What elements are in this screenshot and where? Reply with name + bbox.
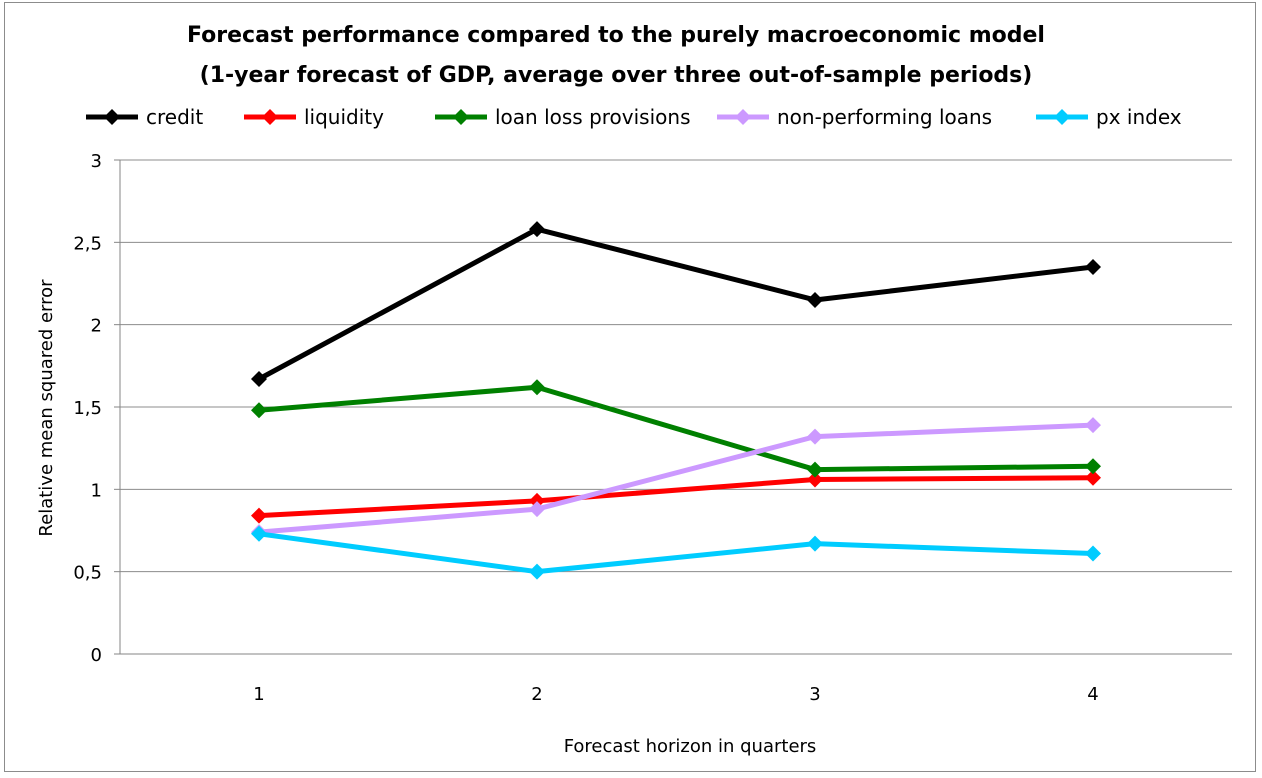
data-point xyxy=(1085,259,1101,276)
y-axis-title: Relative mean squared error xyxy=(36,279,57,537)
chart-frame xyxy=(4,2,1256,772)
legend-marker xyxy=(104,109,120,125)
y-tick-label: 0,5 xyxy=(73,563,102,584)
data-point xyxy=(529,379,545,396)
y-tick-label: 1,5 xyxy=(73,398,102,419)
legend-label: credit xyxy=(146,105,203,129)
legend-item: loan loss provisions xyxy=(435,105,691,129)
legend-marker xyxy=(735,109,751,125)
legend-item: px index xyxy=(1036,105,1182,129)
data-point xyxy=(251,507,267,524)
series-line xyxy=(258,422,1094,535)
data-point xyxy=(251,402,267,419)
data-point xyxy=(807,428,823,445)
series-layer xyxy=(251,221,1101,580)
series-loan-loss-provisions xyxy=(251,379,1101,478)
data-point xyxy=(807,535,823,552)
legend-item: liquidity xyxy=(244,105,384,129)
legend-marker xyxy=(1054,109,1070,125)
series-line xyxy=(258,475,1094,519)
series-line xyxy=(258,384,1094,473)
x-axis-ticks: 1 2 3 4 xyxy=(253,684,1098,705)
data-point xyxy=(1085,545,1101,562)
data-point xyxy=(529,221,545,238)
legend-label: liquidity xyxy=(304,105,384,129)
legend-marker xyxy=(453,109,469,125)
data-point xyxy=(529,492,545,509)
data-point xyxy=(529,563,545,580)
y-tick-label: 3 xyxy=(91,151,102,172)
chart-title: Forecast performance compared to the pur… xyxy=(187,23,1045,48)
legend-item: credit xyxy=(86,105,203,129)
chart-subtitle: (1-year forecast of GDP, average over th… xyxy=(200,63,1033,88)
x-axis-title: Forecast horizon in quarters xyxy=(564,736,817,757)
legend-marker xyxy=(262,109,278,125)
legend-item: non-performing loans xyxy=(717,105,992,129)
data-point xyxy=(1085,469,1101,486)
x-tick-label: 4 xyxy=(1087,684,1098,705)
series-line xyxy=(258,531,1094,575)
series-credit xyxy=(251,221,1101,388)
x-tick-label: 2 xyxy=(531,684,542,705)
x-tick-label: 3 xyxy=(809,684,820,705)
data-point xyxy=(529,501,545,518)
data-point xyxy=(807,291,823,308)
y-tick-label: 2 xyxy=(91,316,102,337)
data-point xyxy=(807,461,823,478)
data-point xyxy=(1085,458,1101,475)
data-point xyxy=(807,471,823,488)
data-point xyxy=(251,525,267,542)
data-point xyxy=(251,371,267,388)
legend-label: non-performing loans xyxy=(777,105,992,129)
series-liquidity xyxy=(251,469,1101,524)
y-axis-ticks: 0 0,5 1 1,5 2 2,5 3 xyxy=(73,151,102,666)
series-line xyxy=(257,226,1094,382)
series-non-performing-loans xyxy=(251,417,1101,541)
series-px-index xyxy=(251,525,1101,580)
y-tick-label: 0 xyxy=(91,645,102,666)
x-tick-label: 1 xyxy=(253,684,264,705)
y-tick-label: 2,5 xyxy=(73,233,102,254)
legend-label: loan loss provisions xyxy=(495,105,691,129)
y-tick-label: 1 xyxy=(91,480,102,501)
legend: credit liquidity loan loss provisions non-p… xyxy=(86,105,1182,129)
legend-label: px index xyxy=(1096,105,1182,129)
data-point xyxy=(1085,417,1101,434)
